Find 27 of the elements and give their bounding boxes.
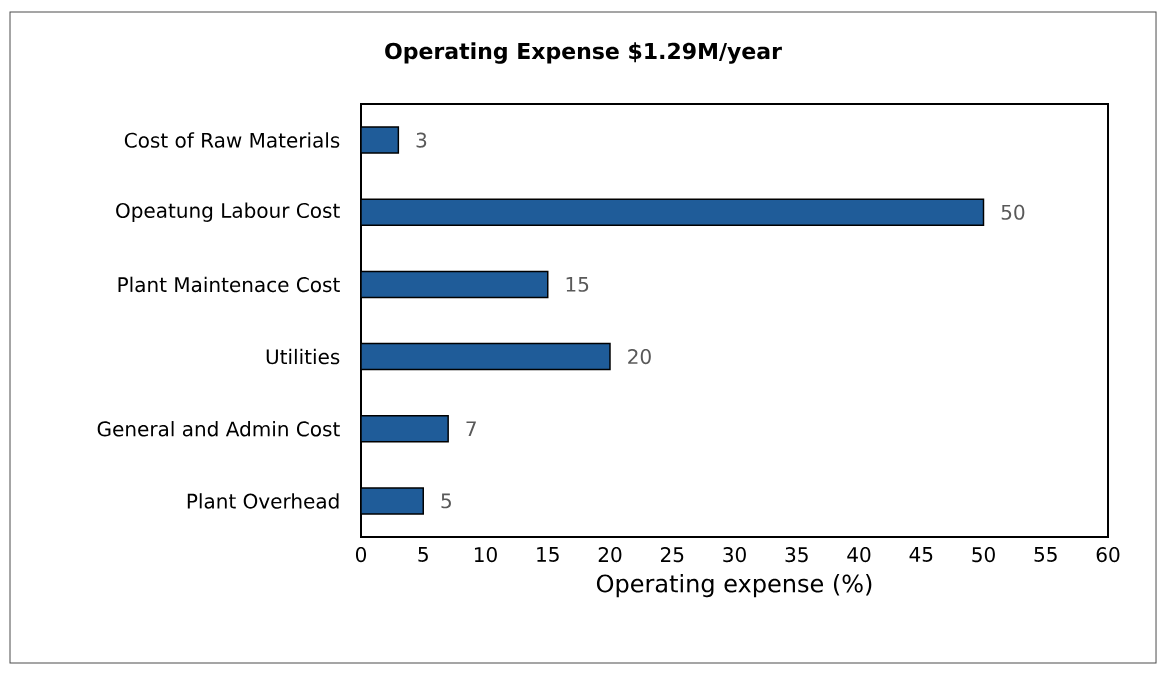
x-tick-label: 35: [785, 547, 808, 563]
y-tick-label: Plant Overhead: [187, 493, 339, 509]
y-tick-label: General and Admin Cost: [97, 421, 340, 437]
data-label: 50: [1001, 204, 1025, 220]
data-label: 5: [441, 493, 451, 509]
y-tick-label: Opeatung Labour Cost: [116, 202, 340, 222]
x-tick-label: 60: [1096, 547, 1120, 563]
x-tick-label: 30: [723, 547, 746, 563]
x-tick-label: 25: [660, 547, 684, 563]
x-tick-label: 40: [847, 547, 871, 563]
x-axis-title: Operating expense (%): [596, 574, 872, 598]
y-tick-label: Cost of Raw Materials: [124, 132, 340, 148]
y-tick-label: Plant Maintenace Cost: [118, 276, 340, 293]
chart-title: Operating Expense $1.29M/year: [385, 42, 782, 64]
x-tick-label: 45: [909, 547, 933, 562]
x-tick-label: 50: [972, 547, 995, 563]
x-tick-label: 20: [598, 547, 622, 563]
x-tick-label: 10: [474, 547, 497, 563]
data-label: 3: [416, 132, 427, 148]
data-label: 20: [628, 349, 651, 365]
data-label: 15: [566, 276, 589, 292]
x-tick-label: 55: [1034, 547, 1057, 562]
data-label: 7: [466, 421, 476, 437]
y-tick-label: Utilities: [266, 348, 340, 365]
x-tick-label: 15: [537, 547, 559, 562]
x-tick-label: 5: [418, 547, 428, 562]
x-tick-label: 0: [355, 547, 367, 563]
